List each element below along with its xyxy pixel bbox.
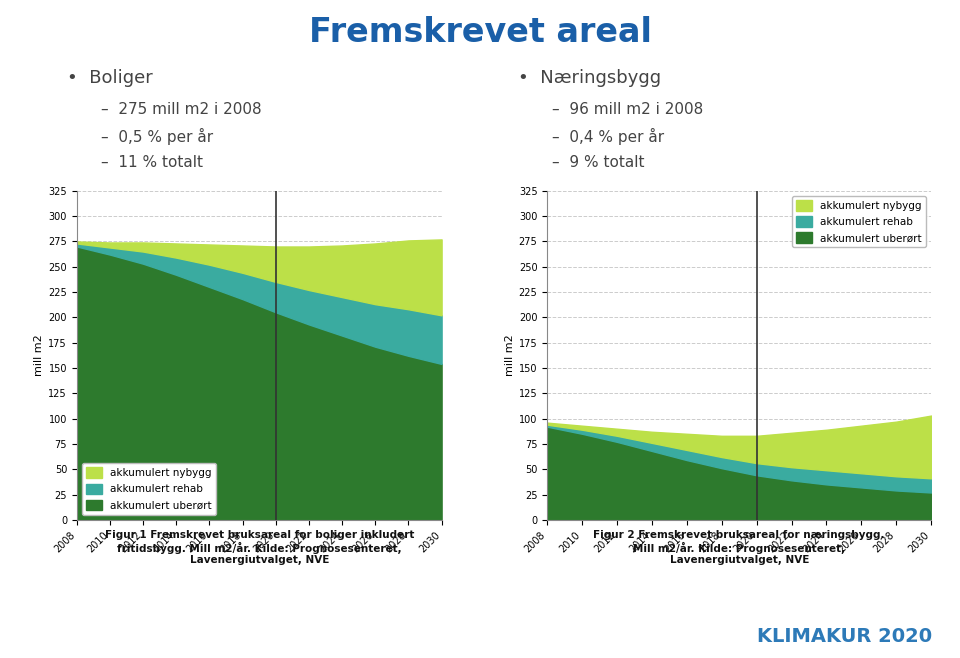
Legend: akkumulert nybygg, akkumulert rehab, akkumulert uberørt: akkumulert nybygg, akkumulert rehab, akk…: [82, 463, 216, 515]
Text: –  9 % totalt: – 9 % totalt: [552, 155, 644, 170]
Text: –  96 mill m2 i 2008: – 96 mill m2 i 2008: [552, 102, 704, 117]
Text: KLIMAKUR 2020: KLIMAKUR 2020: [757, 627, 932, 646]
Text: –  275 mill m2 i 2008: – 275 mill m2 i 2008: [101, 102, 261, 117]
Text: Figur 2 Fremskrevet bruksareal for næringsbygg.
Mill m2/år. Kilde: Prognosesente: Figur 2 Fremskrevet bruksareal for nærin…: [593, 530, 885, 565]
Text: •  Boliger: • Boliger: [67, 69, 153, 87]
Legend: akkumulert nybygg, akkumulert rehab, akkumulert uberørt: akkumulert nybygg, akkumulert rehab, akk…: [792, 196, 926, 247]
Text: Fremskrevet areal: Fremskrevet areal: [308, 16, 652, 49]
Text: –  11 % totalt: – 11 % totalt: [101, 155, 203, 170]
Text: Figur 1 Fremskrevet bruksareal for boliger inkludert
fritidsbygg. Mill m2/år. Ki: Figur 1 Fremskrevet bruksareal for bolig…: [105, 530, 414, 565]
Y-axis label: mill m2: mill m2: [35, 334, 44, 376]
Text: –  0,5 % per år: – 0,5 % per år: [101, 128, 213, 145]
Text: –  0,4 % per år: – 0,4 % per år: [552, 128, 664, 145]
Y-axis label: mill m2: mill m2: [505, 334, 515, 376]
Text: •  Næringsbygg: • Næringsbygg: [518, 69, 661, 87]
